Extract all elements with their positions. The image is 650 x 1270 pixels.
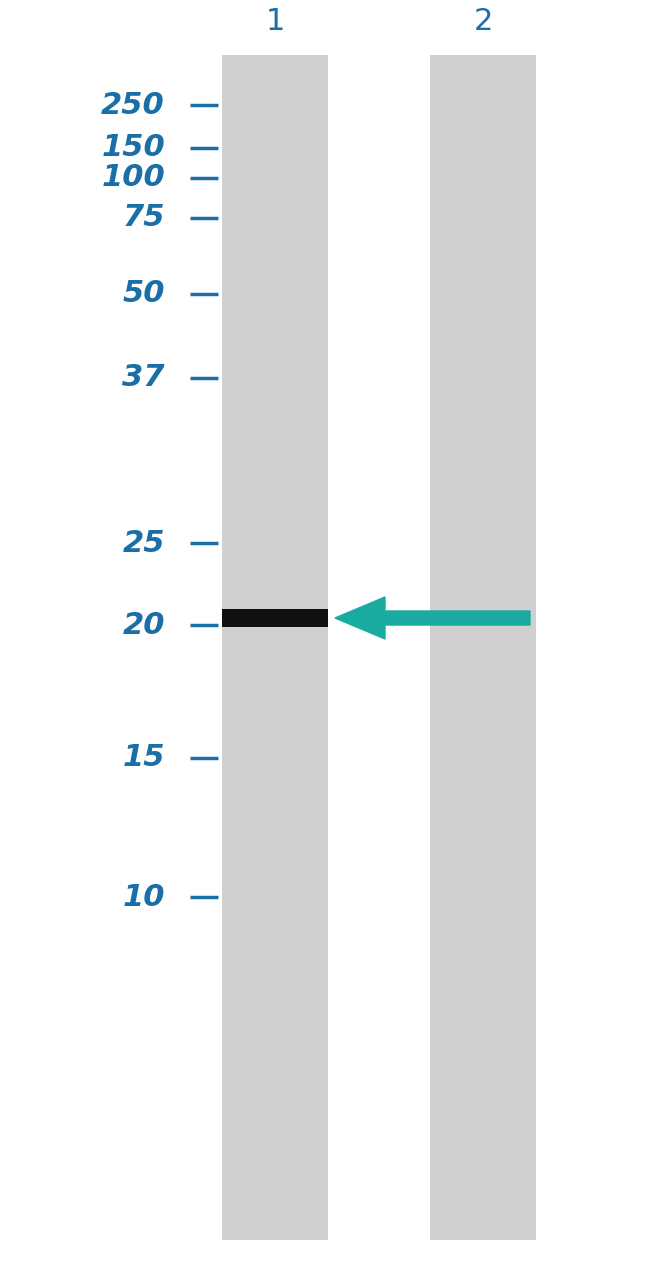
Text: 250: 250	[101, 90, 165, 119]
Text: 1: 1	[265, 8, 285, 37]
FancyArrow shape	[335, 597, 530, 639]
Text: 75: 75	[122, 203, 165, 232]
Bar	[222, 610, 328, 627]
Text: 50: 50	[122, 279, 165, 309]
Bar	[222, 55, 328, 1240]
Text: 37: 37	[122, 363, 165, 392]
Text: 20: 20	[122, 611, 165, 640]
Text: 25: 25	[122, 528, 165, 558]
Text: 2: 2	[473, 8, 493, 37]
Bar	[430, 55, 536, 1240]
Text: 15: 15	[122, 743, 165, 772]
Text: 100: 100	[101, 164, 165, 193]
Text: 10: 10	[122, 883, 165, 912]
Text: 150: 150	[101, 133, 165, 163]
